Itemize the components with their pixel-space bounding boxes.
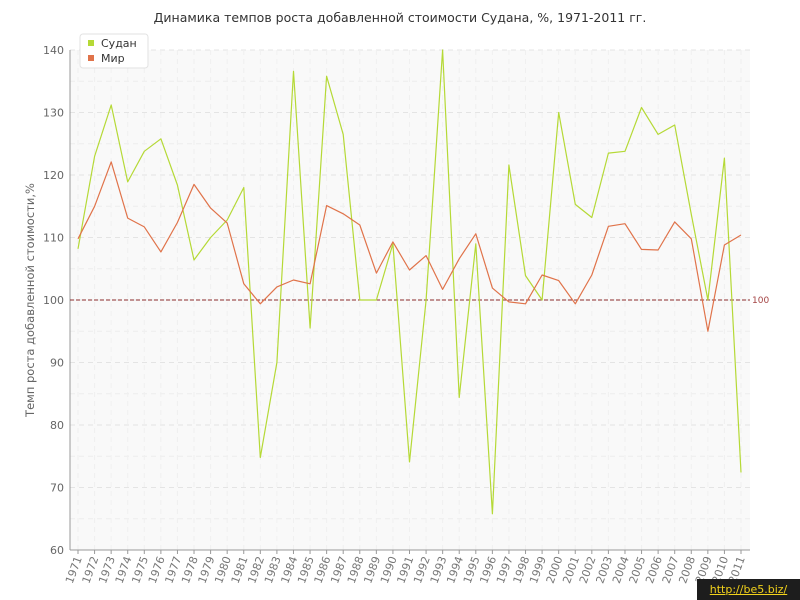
y-tick-label: 100 bbox=[43, 294, 64, 307]
watermark-link[interactable]: http://be5.biz/ bbox=[697, 579, 800, 600]
y-tick-label: 130 bbox=[43, 107, 64, 120]
legend-label-world: Мир bbox=[101, 52, 125, 65]
y-tick-label: 60 bbox=[50, 544, 64, 557]
reference-line-label: 100 bbox=[752, 296, 769, 306]
y-tick-label: 90 bbox=[50, 357, 64, 370]
legend-box bbox=[79, 33, 149, 69]
y-tick-label: 120 bbox=[43, 169, 64, 182]
legend: Судан Мир bbox=[79, 33, 149, 69]
legend-swatch-world bbox=[88, 55, 94, 61]
chart-title: Динамика темпов роста добавленной стоимо… bbox=[154, 10, 647, 25]
grid bbox=[70, 49, 750, 550]
y-tick-label: 110 bbox=[43, 232, 64, 245]
y-tick-label: 80 bbox=[50, 419, 64, 432]
legend-swatch-sudan bbox=[88, 40, 94, 46]
reference-line-group: 100 bbox=[70, 296, 769, 306]
y-tick-label: 70 bbox=[50, 482, 64, 495]
y-tick-label: 140 bbox=[43, 44, 64, 57]
series-line-world bbox=[77, 161, 742, 332]
y-axis-label: Темп роста добавленной стоимости,% bbox=[23, 183, 37, 418]
legend-label-sudan: Судан bbox=[101, 37, 137, 50]
series-line-sudan bbox=[77, 49, 742, 515]
series-group bbox=[77, 49, 742, 515]
